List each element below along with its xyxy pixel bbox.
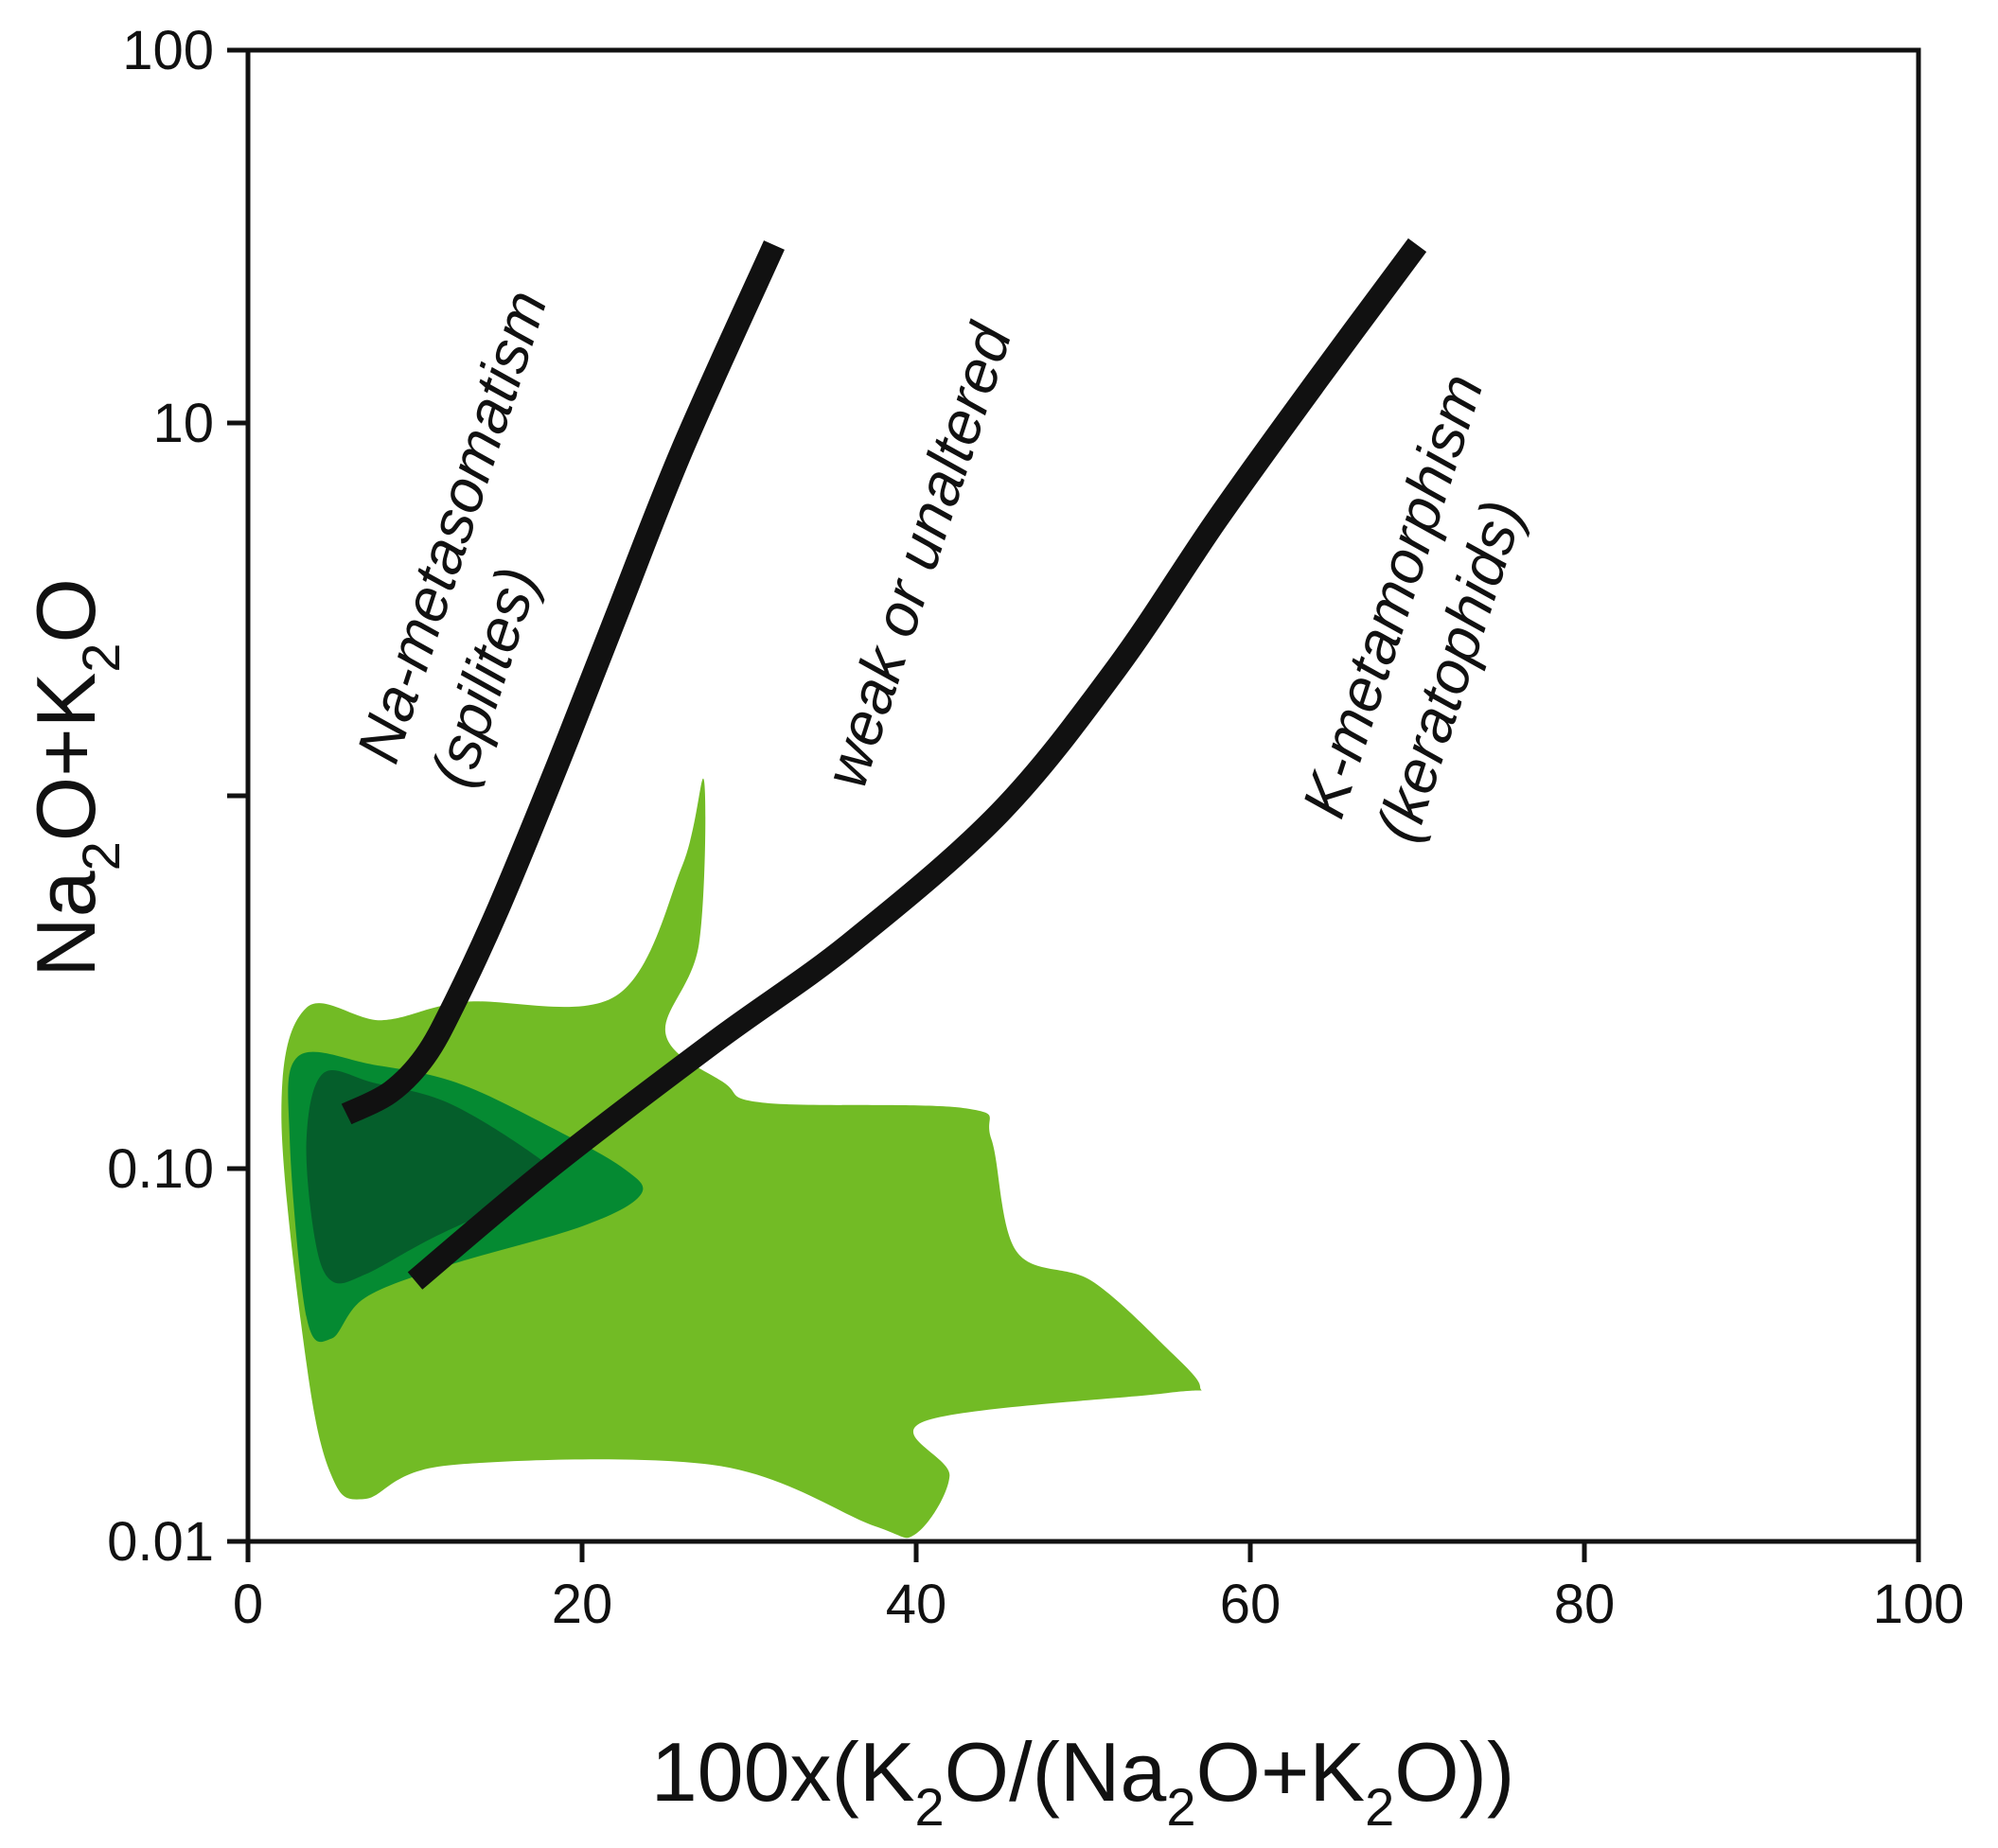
y-axis-title: Na2O+K2O (19, 578, 131, 977)
x-axis-ticks: 0 20 40 60 80 100 (233, 1541, 1965, 1635)
x-axis-title: 100x(K2O/(Na2O+K2O)) (651, 1725, 1515, 1837)
boundary-lines (341, 238, 1427, 1290)
y-tick-label: 100 (122, 20, 214, 81)
y-tick-label: 10 (152, 393, 214, 454)
y-tick-label: 0.01 (107, 1511, 214, 1573)
x-tick-label: 20 (552, 1574, 613, 1635)
y-tick-label: 0.10 (107, 1138, 214, 1200)
x-tick-label: 0 (233, 1574, 263, 1635)
boundary-line-2 (407, 238, 1427, 1290)
boundary-line-1 (341, 240, 785, 1125)
density-region-inner (306, 1070, 550, 1284)
annotation-weak-or-unaltered: weak or unaltered (811, 314, 1025, 795)
x-tick-label: 60 (1220, 1574, 1282, 1635)
density-region-outer (281, 778, 1202, 1539)
x-tick-label: 40 (886, 1574, 947, 1635)
x-tick-label: 100 (1873, 1574, 1965, 1635)
density-regions (281, 778, 1202, 1539)
y-axis-ticks: 0.01 0.10 10 100 (107, 20, 248, 1573)
x-tick-label: 80 (1554, 1574, 1616, 1635)
